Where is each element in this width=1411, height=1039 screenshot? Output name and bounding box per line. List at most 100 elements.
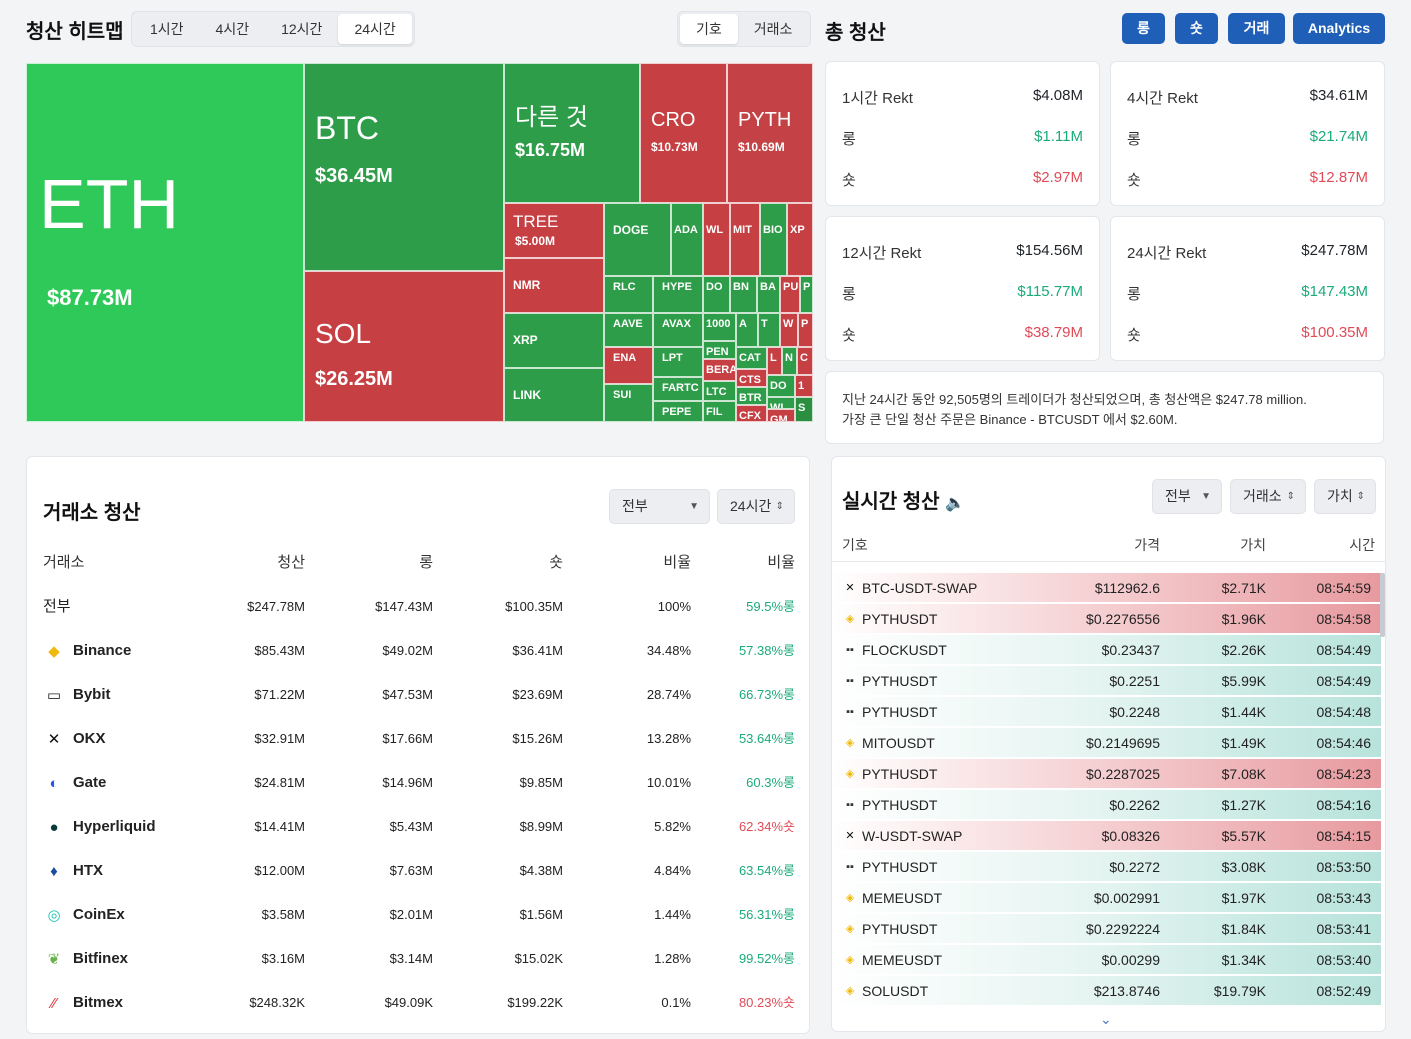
- heatmap-tile[interactable]: BN: [730, 276, 757, 313]
- exchange-row[interactable]: ♦ HTX $12.00M $7.63M $4.38M 4.84% 63.54%롱: [43, 849, 795, 893]
- heatmap-tile[interactable]: ETH $87.73M: [26, 63, 304, 422]
- timeframe-12h[interactable]: 12시간: [281, 21, 323, 37]
- heatmap-tile[interactable]: 다른 것 $16.75M: [504, 63, 640, 203]
- tab-exchange[interactable]: 거래소: [753, 21, 793, 37]
- heatmap-tile[interactable]: WL: [767, 397, 795, 409]
- live-liquidation-row[interactable]: ▪▪ PYTHUSDT $0.2251 $5.99K 08:54:49: [832, 666, 1381, 696]
- heatmap-tile[interactable]: SUI: [604, 384, 653, 422]
- heatmap-tile[interactable]: CRO $10.73M: [640, 63, 727, 203]
- exchange-row[interactable]: ▭ Bybit $71.22M $47.53M $23.69M 28.74% 66.73%롱: [43, 673, 795, 717]
- exchange-row[interactable]: ◐ Gate $24.81M $14.96M $9.85M 10.01% 60.3%롱: [43, 761, 795, 805]
- live-liquidation-row[interactable]: ◈ PYTHUSDT $0.2287025 $7.08K 08:54:23: [832, 759, 1381, 789]
- heatmap-tile[interactable]: BIO: [760, 203, 787, 276]
- heatmap-tile[interactable]: ADA: [671, 203, 703, 276]
- live-liquidation-row[interactable]: ◈ MITOUSDT $0.2149695 $1.49K 08:54:46: [832, 728, 1381, 758]
- heatmap-tile[interactable]: LTC: [703, 381, 736, 401]
- live-filter-value[interactable]: 가치 ⇕: [1314, 479, 1376, 514]
- heatmap-tile[interactable]: LPT: [653, 347, 703, 377]
- mute-icon[interactable]: 🔈: [945, 495, 966, 512]
- rekt-card-24h: 24시간 Rekt $247.78M 롱 $147.43M 숏 $100.35M: [1110, 216, 1385, 361]
- timeframe-24h[interactable]: 24시간: [338, 14, 412, 44]
- heatmap-tile[interactable]: WL: [703, 203, 730, 276]
- analytics-button[interactable]: Analytics: [1293, 13, 1385, 44]
- heatmap-tile[interactable]: CTS: [736, 369, 767, 387]
- tab-symbol[interactable]: 기호: [680, 14, 738, 44]
- heatmap-tile[interactable]: BA: [757, 276, 780, 313]
- exchange-row[interactable]: 전부 $247.78M $147.43M $100.35M 100% 59.5%롱: [43, 585, 795, 629]
- heatmap-tile[interactable]: GM: [767, 409, 795, 422]
- timeframe-1h[interactable]: 1시간: [150, 21, 184, 37]
- heatmap-tile[interactable]: HYPE: [653, 276, 703, 313]
- heatmap-tile[interactable]: DO: [767, 375, 795, 397]
- heatmap-tile[interactable]: XP: [787, 203, 813, 276]
- heatmap-tile[interactable]: C: [797, 347, 813, 375]
- heatmap-tile[interactable]: FARTC: [653, 377, 703, 401]
- heatmap-tile[interactable]: ENA: [604, 347, 653, 384]
- exchange-row[interactable]: ● Hyperliquid $14.41M $5.43M $8.99M 5.82% 62.3…: [43, 805, 795, 849]
- exchange-row[interactable]: ◎ CoinEx $3.58M $2.01M $1.56M 1.44% 56.31%롱: [43, 893, 795, 937]
- exchange-row[interactable]: ⁄⁄ Bitmex $248.32K $49.09K $199.22K 0.1% 80.23…: [43, 981, 795, 1025]
- period-dropdown[interactable]: 24시간 ⇕: [717, 489, 795, 524]
- heatmap-tile[interactable]: CAT: [736, 347, 767, 369]
- scroll-down-icon[interactable]: ⌄: [1100, 1011, 1112, 1027]
- heatmap-tile[interactable]: A: [736, 313, 758, 347]
- heatmap-tile[interactable]: 1: [795, 375, 813, 397]
- live-value: $1.97K: [1221, 890, 1266, 906]
- heatmap-tile[interactable]: PEPE: [653, 401, 703, 422]
- live-liquidation-row[interactable]: ✕ BTC-USDT-SWAP $112962.6 $2.71K 08:54:59: [832, 573, 1381, 603]
- heatmap-tile[interactable]: DOGE: [604, 203, 671, 276]
- live-liquidation-row[interactable]: ▪▪ PYTHUSDT $0.2262 $1.27K 08:54:16: [832, 790, 1381, 820]
- heatmap-tile[interactable]: NMR: [504, 258, 604, 313]
- live-liquidation-row[interactable]: ◈ PYTHUSDT $0.2276556 $1.96K 08:54:58: [832, 604, 1381, 634]
- heatmap-tile[interactable]: T: [758, 313, 780, 347]
- exchange-row[interactable]: ❦ Bitfinex $3.16M $3.14M $15.02K 1.28% 99.52%롱: [43, 937, 795, 981]
- timeframe-4h[interactable]: 4시간: [215, 21, 250, 37]
- live-liquidation-row[interactable]: ◈ MEMEUSDT $0.002991 $1.97K 08:53:43: [832, 883, 1381, 913]
- heatmap-tile[interactable]: BTR: [736, 387, 767, 405]
- exchange-row[interactable]: ✕ OKX $32.91M $17.66M $15.26M 13.28% 53.64%롱: [43, 717, 795, 761]
- live-symbol: PYTHUSDT: [862, 921, 938, 937]
- heatmap-tile[interactable]: AVAX: [653, 313, 703, 347]
- heatmap-tile[interactable]: PU: [780, 276, 800, 313]
- live-filter-exchange[interactable]: 거래소 ⇕: [1230, 479, 1306, 514]
- heatmap-tile[interactable]: N: [782, 347, 797, 375]
- live-liquidation-row[interactable]: ▪▪ FLOCKUSDT $0.23437 $2.26K 08:54:49: [832, 635, 1381, 665]
- tile-symbol: XP: [790, 224, 805, 236]
- live-liquidation-row[interactable]: ◈ MEMEUSDT $0.00299 $1.34K 08:53:40: [832, 945, 1381, 975]
- heatmap-tile[interactable]: P: [798, 313, 813, 347]
- heatmap-tile[interactable]: MIT: [730, 203, 760, 276]
- long-button[interactable]: 롱: [1122, 13, 1165, 44]
- heatmap-tile[interactable]: L: [767, 347, 782, 375]
- heatmap-tile[interactable]: RLC: [604, 276, 653, 313]
- heatmap-tile[interactable]: PEN: [703, 341, 736, 359]
- short-button[interactable]: 숏: [1175, 13, 1218, 44]
- live-liquidation-row[interactable]: ◈ SOLUSDT $213.8746 $19.79K 08:52:49: [832, 976, 1381, 1006]
- live-symbol: PYTHUSDT: [862, 673, 938, 689]
- heatmap-tile[interactable]: PYTH $10.69M: [727, 63, 813, 203]
- live-liquidation-row[interactable]: ◈ PYTHUSDT $0.2292224 $1.84K 08:53:41: [832, 914, 1381, 944]
- live-filter-all[interactable]: 전부 ▼: [1152, 479, 1222, 514]
- heatmap-tile[interactable]: BERA: [703, 359, 736, 381]
- exchange-row[interactable]: ◆ Binance $85.43M $49.02M $36.41M 34.48% 57.38…: [43, 629, 795, 673]
- heatmap-tile[interactable]: 1000: [703, 313, 736, 341]
- trade-button[interactable]: 거래: [1228, 13, 1285, 44]
- live-liquidation-row[interactable]: ✕ W-USDT-SWAP $0.08326 $5.57K 08:54:15: [832, 821, 1381, 851]
- live-liquidation-row[interactable]: ▪▪ PYTHUSDT $0.2248 $1.44K 08:54:48: [832, 697, 1381, 727]
- exchange-ratio: 34.48%: [646, 643, 691, 658]
- heatmap-tile[interactable]: SOL $26.25M: [304, 271, 504, 422]
- heatmap-tile[interactable]: P: [800, 276, 813, 313]
- heatmap-tile[interactable]: TREE $5.00M: [504, 203, 604, 258]
- heatmap-tile[interactable]: BTC $36.45M: [304, 63, 504, 271]
- heatmap-tile[interactable]: CFX: [736, 405, 767, 422]
- heatmap-tile[interactable]: DO: [703, 276, 730, 313]
- heatmap-tile[interactable]: FIL: [703, 401, 736, 422]
- heatmap-tile[interactable]: XRP: [504, 313, 604, 368]
- heatmap-tile[interactable]: W: [780, 313, 798, 347]
- heatmap-tile[interactable]: AAVE: [604, 313, 653, 347]
- heatmap-tile[interactable]: LINK: [504, 368, 604, 422]
- scrollbar[interactable]: [1380, 573, 1385, 637]
- exchange-filter-dropdown[interactable]: 전부 ▼: [609, 489, 710, 524]
- heatmap-tile[interactable]: S: [795, 397, 813, 422]
- tile-symbol: 1000: [706, 318, 731, 330]
- live-liquidation-row[interactable]: ▪▪ PYTHUSDT $0.2272 $3.08K 08:53:50: [832, 852, 1381, 882]
